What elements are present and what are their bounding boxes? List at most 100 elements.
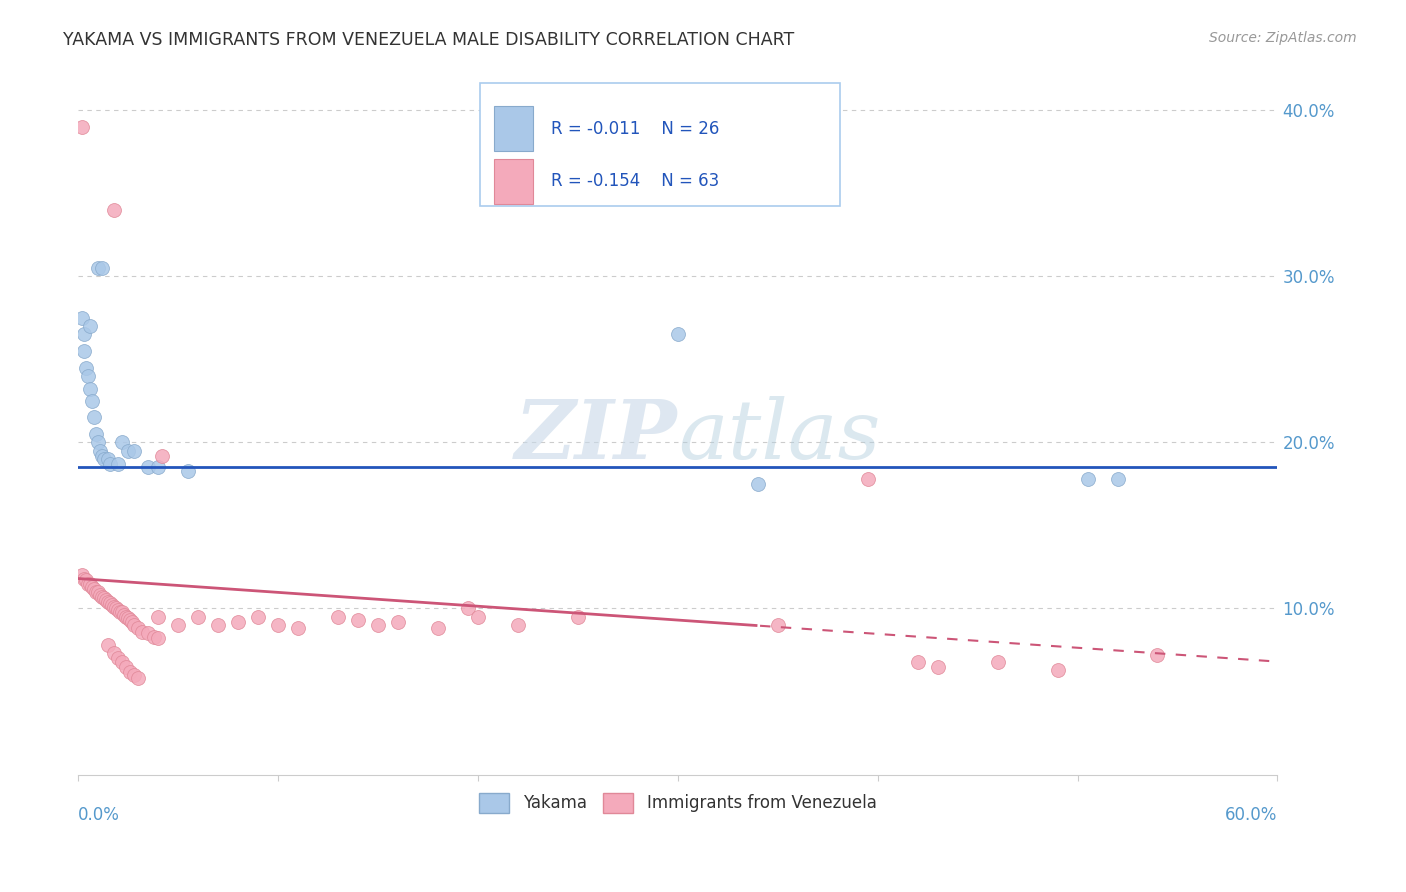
Point bbox=[79, 382, 101, 396]
Point bbox=[83, 410, 105, 425]
Point bbox=[107, 457, 129, 471]
Point bbox=[115, 659, 138, 673]
Point bbox=[110, 605, 132, 619]
Point bbox=[287, 621, 309, 635]
Point bbox=[1046, 663, 1069, 677]
FancyBboxPatch shape bbox=[495, 105, 533, 152]
Point bbox=[111, 605, 134, 619]
Text: R = -0.154    N = 63: R = -0.154 N = 63 bbox=[551, 172, 718, 191]
Point bbox=[1107, 472, 1129, 486]
Point bbox=[89, 443, 111, 458]
Point bbox=[82, 580, 104, 594]
Point bbox=[97, 595, 120, 609]
Text: 0.0%: 0.0% bbox=[79, 806, 120, 824]
Point bbox=[84, 427, 107, 442]
Text: YAKAMA VS IMMIGRANTS FROM VENEZUELA MALE DISABILITY CORRELATION CHART: YAKAMA VS IMMIGRANTS FROM VENEZUELA MALE… bbox=[63, 31, 794, 49]
Point bbox=[136, 626, 159, 640]
Point bbox=[111, 435, 134, 450]
Point bbox=[98, 597, 121, 611]
Point bbox=[96, 593, 118, 607]
Point bbox=[98, 457, 121, 471]
Point bbox=[117, 443, 139, 458]
Point bbox=[347, 613, 370, 627]
Point bbox=[97, 451, 120, 466]
Point bbox=[115, 609, 138, 624]
Point bbox=[136, 460, 159, 475]
Point bbox=[567, 609, 589, 624]
Point bbox=[91, 260, 114, 275]
Legend: Yakama, Immigrants from Venezuela: Yakama, Immigrants from Venezuela bbox=[472, 787, 883, 819]
Point bbox=[91, 449, 114, 463]
Text: atlas: atlas bbox=[678, 396, 880, 475]
Point bbox=[73, 343, 96, 358]
Point bbox=[148, 609, 170, 624]
Point bbox=[75, 360, 97, 375]
Point bbox=[207, 618, 229, 632]
Text: R = -0.011    N = 26: R = -0.011 N = 26 bbox=[551, 120, 718, 137]
Point bbox=[107, 651, 129, 665]
Point bbox=[103, 599, 125, 614]
Point bbox=[101, 598, 124, 612]
Point bbox=[121, 615, 143, 629]
Point bbox=[167, 618, 190, 632]
Point bbox=[93, 451, 115, 466]
Point bbox=[766, 618, 789, 632]
Point bbox=[122, 668, 145, 682]
Point bbox=[117, 611, 139, 625]
Point bbox=[666, 327, 689, 342]
Point bbox=[247, 609, 270, 624]
Point bbox=[387, 615, 409, 629]
FancyBboxPatch shape bbox=[495, 159, 533, 204]
Point bbox=[87, 260, 110, 275]
Point bbox=[111, 655, 134, 669]
Point bbox=[177, 464, 200, 478]
Point bbox=[73, 572, 96, 586]
Point bbox=[77, 576, 100, 591]
Point bbox=[122, 618, 145, 632]
Point bbox=[72, 120, 94, 134]
Point bbox=[143, 630, 166, 644]
Point bbox=[87, 435, 110, 450]
Text: ZIP: ZIP bbox=[515, 396, 678, 475]
Point bbox=[148, 632, 170, 646]
Point bbox=[89, 588, 111, 602]
Point bbox=[747, 476, 769, 491]
Point bbox=[148, 460, 170, 475]
Point bbox=[103, 646, 125, 660]
Point bbox=[79, 576, 101, 591]
Point bbox=[112, 608, 135, 623]
Point bbox=[73, 327, 96, 342]
Point bbox=[107, 603, 129, 617]
Point bbox=[131, 624, 153, 639]
Point bbox=[267, 618, 290, 632]
Point bbox=[103, 202, 125, 217]
Point bbox=[127, 621, 149, 635]
Point bbox=[97, 638, 120, 652]
Point bbox=[1076, 472, 1098, 486]
Point bbox=[120, 613, 142, 627]
Point bbox=[1146, 648, 1168, 662]
Point bbox=[226, 615, 249, 629]
Point bbox=[87, 584, 110, 599]
Point bbox=[82, 393, 104, 408]
Point bbox=[77, 368, 100, 383]
Point bbox=[84, 584, 107, 599]
Point bbox=[93, 591, 115, 606]
Point bbox=[79, 318, 101, 333]
Point bbox=[467, 609, 489, 624]
Point bbox=[120, 665, 142, 679]
Text: Source: ZipAtlas.com: Source: ZipAtlas.com bbox=[1209, 31, 1357, 45]
Point bbox=[150, 449, 173, 463]
Point bbox=[105, 601, 128, 615]
Point bbox=[72, 568, 94, 582]
Point bbox=[987, 655, 1010, 669]
Point bbox=[127, 671, 149, 685]
Text: 60.0%: 60.0% bbox=[1225, 806, 1278, 824]
Point bbox=[122, 443, 145, 458]
Point bbox=[856, 472, 879, 486]
Point bbox=[187, 609, 209, 624]
Point bbox=[907, 655, 929, 669]
Point bbox=[927, 659, 949, 673]
Point bbox=[326, 609, 349, 624]
Point bbox=[75, 573, 97, 587]
